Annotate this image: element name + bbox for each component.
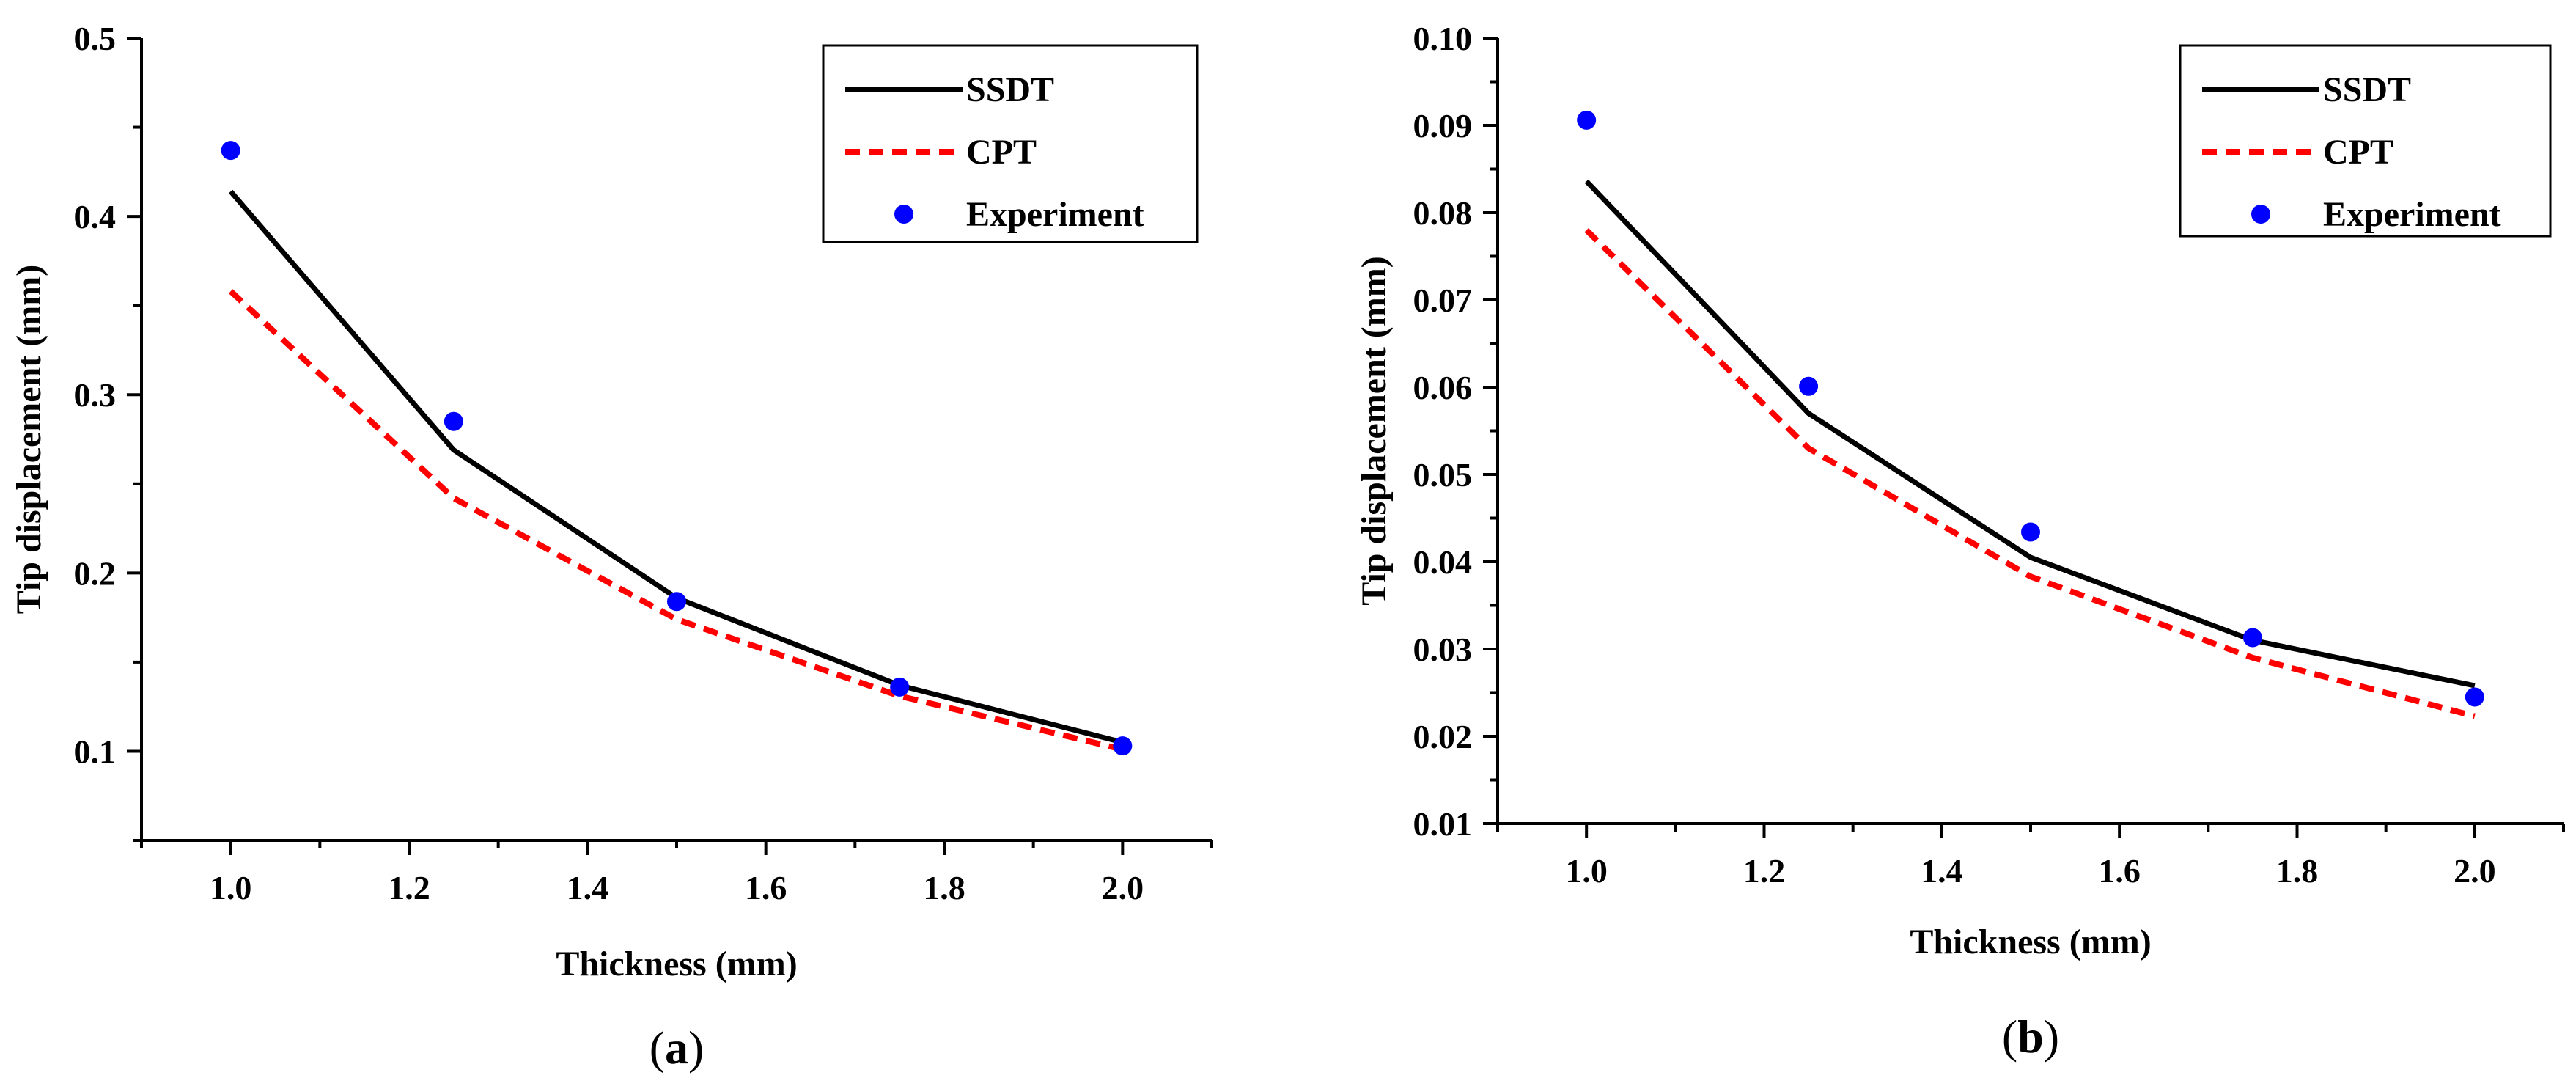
experiment-point — [1799, 376, 1819, 396]
y-tick-label: 0.01 — [1413, 805, 1473, 843]
panel-label-part: a — [665, 1022, 688, 1074]
experiment-point — [221, 141, 240, 161]
legend-label: SSDT — [966, 70, 1054, 109]
experiment-point — [1113, 736, 1133, 756]
chart-panel-a: 1.0 1.2 1.4 1.6 1.8 2.0 0.1 0.2 0.3 0.4 0.5 Thickne… — [10, 20, 1213, 1074]
legend-label: CPT — [966, 133, 1037, 172]
ssdt-line — [229, 189, 1124, 745]
y-axis-label: Tip displacement (mm) — [1355, 256, 1394, 605]
x-axis-label: Thickness (mm) — [1910, 923, 2151, 961]
y-tick-label: 0.02 — [1413, 718, 1473, 755]
ssdt-line — [1584, 179, 2476, 689]
panel-label-part: ) — [2044, 1011, 2059, 1063]
y-tick-label: 0.3 — [74, 376, 117, 414]
x-tick-label: 2.0 — [1102, 869, 1144, 906]
x-tick-label: 1.4 — [1921, 852, 1963, 890]
legend-marker-experiment — [2251, 205, 2270, 224]
experiment-point — [1577, 110, 1597, 130]
x-tick-label: 1.2 — [1743, 852, 1786, 890]
chart-panel-b: 1.0 1.2 1.4 1.6 1.8 2.0 0.01 0.02 0.03 0.04 0.05 0.… — [1355, 20, 2565, 1063]
y-tick-label: 0.5 — [74, 20, 117, 57]
panel-label: (a) — [649, 1022, 704, 1074]
y-tick-label: 0.09 — [1413, 107, 1473, 144]
legend-box — [822, 44, 1199, 243]
panel-label-part: ( — [2002, 1011, 2017, 1063]
y-axis-label: Tip displacement (mm) — [10, 265, 48, 614]
x-tick-label: 1.4 — [567, 869, 609, 906]
panel-label-part: ) — [688, 1022, 704, 1074]
y-tick-label: 0.03 — [1413, 631, 1473, 668]
x-tick-label: 1.0 — [1565, 852, 1608, 890]
y-tick-label: 0.4 — [74, 198, 117, 235]
y-tick-label: 0.04 — [1413, 543, 1473, 581]
y-tick-label: 0.05 — [1413, 456, 1473, 494]
cpt-line — [1584, 227, 2476, 719]
x-tick-label: 1.0 — [210, 869, 252, 906]
x-tick-label: 1.8 — [923, 869, 965, 906]
legend-label: Experiment — [966, 195, 1144, 234]
panel-label-part: b — [2017, 1011, 2044, 1063]
y-tick-label: 0.06 — [1413, 369, 1473, 406]
legend-label: SSDT — [2323, 70, 2411, 109]
experiment-point — [2021, 522, 2040, 542]
x-tick-label: 1.2 — [388, 869, 430, 906]
legend-label: CPT — [2323, 133, 2393, 172]
panel-label: (b) — [2002, 1011, 2059, 1063]
x-tick-label: 2.0 — [2454, 852, 2496, 890]
legend-marker-experiment — [894, 205, 913, 224]
legend-box — [2179, 44, 2552, 238]
experiment-point — [890, 677, 910, 697]
panel-label-part: ( — [649, 1022, 665, 1074]
y-tick-label: 0.08 — [1413, 194, 1473, 232]
y-tick-label: 0.2 — [74, 554, 117, 592]
x-tick-label: 1.6 — [745, 869, 787, 906]
x-axis-label: Thickness (mm) — [556, 945, 797, 983]
y-tick-label: 0.07 — [1413, 282, 1473, 319]
experiment-point — [2242, 628, 2262, 648]
y-tick-label: 0.1 — [74, 733, 117, 770]
y-tick-label: 0.10 — [1413, 20, 1473, 57]
x-tick-label: 1.8 — [2276, 852, 2319, 890]
experiment-point — [667, 592, 686, 612]
cpt-line — [228, 289, 1124, 752]
legend-label: Experiment — [2323, 195, 2501, 234]
experiment-point — [2465, 687, 2484, 707]
x-tick-label: 1.6 — [2098, 852, 2141, 890]
experiment-point — [444, 411, 463, 431]
